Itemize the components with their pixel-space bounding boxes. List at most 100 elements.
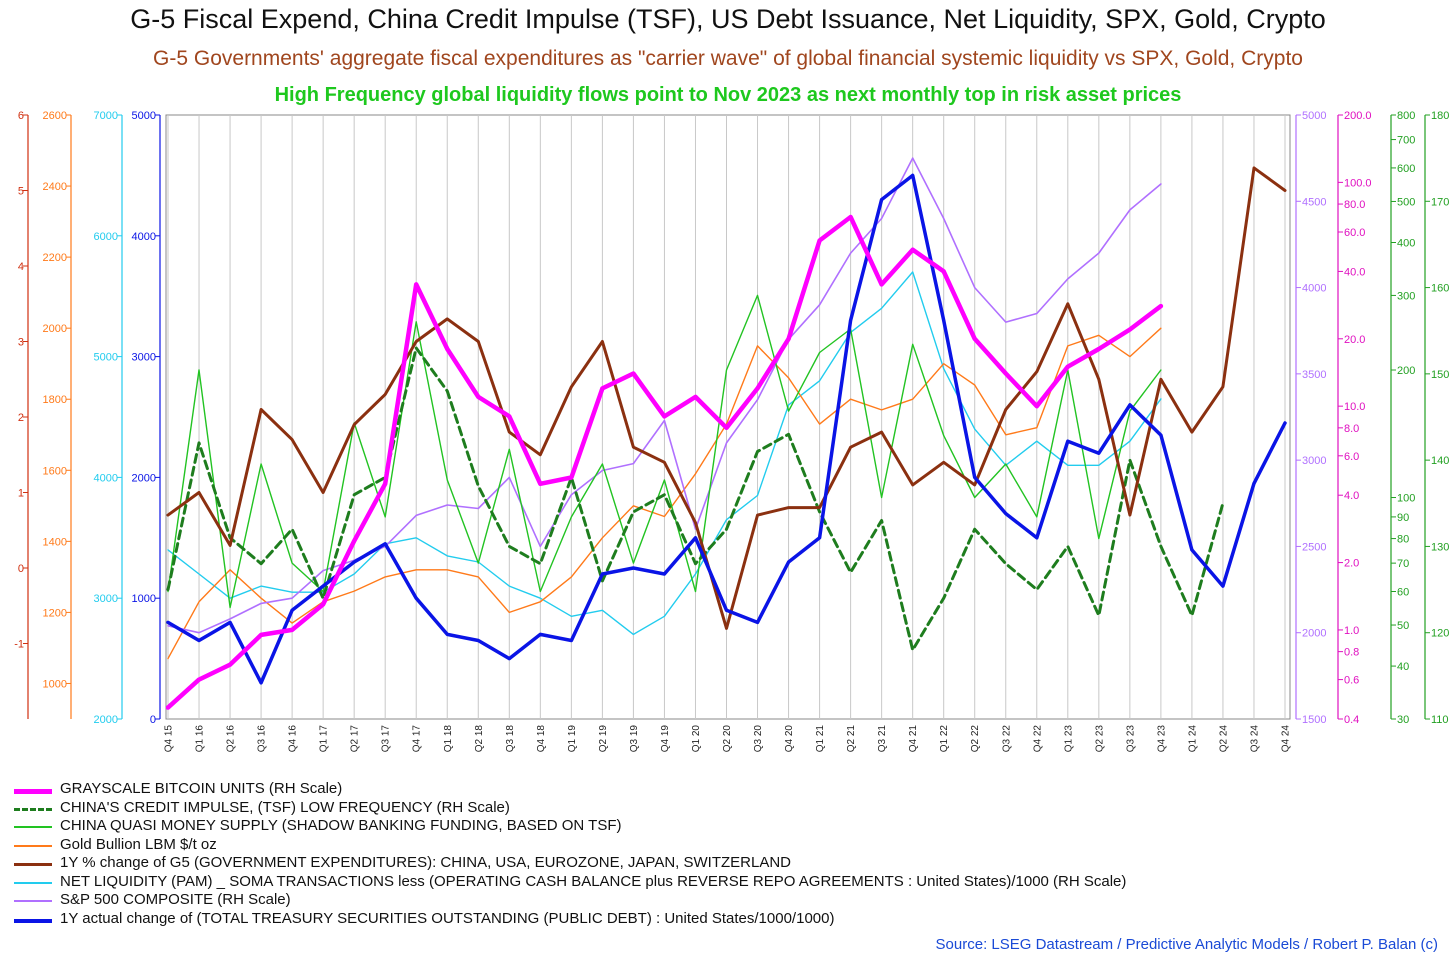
legend-swatch xyxy=(14,789,52,794)
axis-tick-label: 110 xyxy=(1431,714,1449,726)
axis-tick-label: 60.0 xyxy=(1344,227,1365,239)
x-tick-label: Q3 23 xyxy=(1125,725,1136,753)
x-tick-label: Q1 22 xyxy=(939,725,950,753)
legend-label: GRAYSCALE BITCOIN UNITS (RH Scale) xyxy=(60,780,343,797)
axis-tick-label: 2.0 xyxy=(1344,558,1359,570)
x-tick-label: Q4 19 xyxy=(660,725,671,753)
axis-tick-label: 300 xyxy=(1397,290,1415,302)
axis-tick-label: 4000 xyxy=(1302,283,1326,295)
x-tick-label: Q4 21 xyxy=(908,725,919,753)
axis-tick-label: 1200 xyxy=(43,607,67,619)
legend-label: 1Y actual change of (TOTAL TREASURY SECU… xyxy=(60,909,835,927)
axis-tick-label: 1800 xyxy=(43,394,67,406)
x-tick-label: Q2 16 xyxy=(226,725,237,753)
axis-tick-label: 2600 xyxy=(43,110,67,122)
axis-tick-label: 40.0 xyxy=(1344,266,1365,278)
axis-tick-label: 3000 xyxy=(94,593,118,605)
axis-tick-label: 1500 xyxy=(1302,714,1326,726)
axis-tick-label: 3000 xyxy=(132,352,156,364)
legend-label: Gold Bullion LBM $/t oz xyxy=(60,835,217,853)
x-tick-label: Q1 24 xyxy=(1187,725,1198,753)
axis-tick-label: 120 xyxy=(1431,628,1449,640)
axis-tick-label: 2400 xyxy=(43,181,67,193)
x-tick-label: Q2 21 xyxy=(846,725,857,753)
axis-tick-label: 1400 xyxy=(43,536,67,548)
axis-tick-label: 5000 xyxy=(132,110,156,122)
axis-tick-label: 60 xyxy=(1397,586,1409,598)
legend-swatch xyxy=(14,881,52,884)
axis-tick-label: 700 xyxy=(1397,135,1415,147)
chart-svg: Q4 15 Q1 16 Q2 16 Q3 16 Q4 16 Q1 17 Q2 17 Q3 17… xyxy=(14,110,1449,753)
legend-label: 1Y % change of G5 (GOVERNMENT EXPENDITUR… xyxy=(60,854,791,871)
axis-tick-label: 200.0 xyxy=(1344,110,1372,122)
axis-tick-label: 20.0 xyxy=(1344,334,1365,346)
axis-tick-label: 4 xyxy=(18,261,24,273)
x-tick-label: Q2 17 xyxy=(350,725,361,753)
axis-tick-label: 200 xyxy=(1397,365,1415,377)
axis-tick-label: 7000 xyxy=(94,110,118,122)
axis-tick-label: 130 xyxy=(1431,541,1449,553)
axis-tick-label: 1 xyxy=(18,488,24,500)
x-tick-label: Q2 23 xyxy=(1094,725,1105,753)
axis-tick-label: 500 xyxy=(1397,196,1415,208)
axis-tick-label: 4000 xyxy=(94,472,118,484)
axis-tick-label: 30 xyxy=(1397,714,1409,726)
axis-tick-label: 180 xyxy=(1431,110,1449,122)
x-tick-label: Q2 22 xyxy=(970,725,981,753)
legend-swatch xyxy=(14,826,52,828)
y-axis-bitcoin: 200.0 100.0 80.0 60.0 40.0 20.0 10.0 8.0 6.0 4.0 2… xyxy=(1337,110,1372,726)
axis-tick-label: 1600 xyxy=(43,465,67,477)
legend-label: CHINA'S CREDIT IMPULSE, (TSF) LOW FREQUE… xyxy=(60,798,510,816)
x-tick-label: Q3 17 xyxy=(381,725,392,753)
y-axis-treasury: 5000 4000 3000 2000 1000 0 xyxy=(132,110,161,726)
axis-tick-label: 2000 xyxy=(1302,628,1326,640)
y-axis-spx: 5000 4500 4000 3500 3000 2500 2000 1500 xyxy=(1295,110,1326,726)
axis-tick-label: 4.0 xyxy=(1344,490,1359,502)
series-line-credit_impulse xyxy=(166,346,1225,652)
x-tick-label: Q4 16 xyxy=(288,725,299,753)
x-tick-label: Q4 15 xyxy=(164,725,175,753)
series-line-bitcoin xyxy=(165,214,1164,710)
axis-tick-label: 6000 xyxy=(94,231,118,243)
axis-tick-label: 1000 xyxy=(132,593,156,605)
axis-tick-label: 3500 xyxy=(1302,369,1326,381)
axis-tick-label: 140 xyxy=(1431,455,1449,467)
x-tick-label: Q3 20 xyxy=(753,725,764,753)
axis-tick-label: 1000 xyxy=(43,678,67,690)
legend-label: NET LIQUIDITY (PAM) _ SOMA TRANSACTIONS … xyxy=(60,872,1127,890)
axis-tick-label: 0.4 xyxy=(1344,714,1359,726)
axis-tick-label: 2200 xyxy=(43,252,67,264)
x-tick-label: Q1 19 xyxy=(567,725,578,753)
axis-tick-label: 0.8 xyxy=(1344,647,1359,659)
x-tick-label: Q3 19 xyxy=(629,725,640,753)
x-tick-label: Q2 20 xyxy=(722,725,733,753)
axis-tick-label: 2000 xyxy=(132,472,156,484)
axis-tick-label: 50 xyxy=(1397,620,1409,632)
series-line-treasury xyxy=(166,173,1287,685)
chart-subtitle: G-5 Governments' aggregate fiscal expend… xyxy=(153,47,1303,70)
x-tick-label: Q4 24 xyxy=(1281,725,1292,753)
x-tick-label: Q3 21 xyxy=(877,725,888,753)
x-tick-label: Q3 22 xyxy=(1001,725,1012,753)
legend-swatch xyxy=(14,918,52,923)
legend-label: S&P 500 COMPOSITE (RH Scale) xyxy=(60,891,291,908)
x-tick-label: Q2 19 xyxy=(598,725,609,753)
axis-tick-label: 80 xyxy=(1397,534,1409,546)
axis-tick-label: 170 xyxy=(1431,196,1449,208)
axis-tick-label: 80.0 xyxy=(1344,199,1365,211)
axis-tick-label: 3000 xyxy=(1302,455,1326,467)
x-tick-label: Q1 18 xyxy=(443,725,454,753)
x-tick-label: Q1 17 xyxy=(319,725,330,753)
axis-tick-label: 4000 xyxy=(132,231,156,243)
y-axis-net_liquidity: 7000 6000 5000 4000 3000 2000 xyxy=(94,110,123,726)
y-axis-gold: 2600 2400 2200 2000 1800 1600 1400 1200 1000 xyxy=(43,110,72,719)
axis-tick-label: 0 xyxy=(150,714,156,726)
axis-tick-label: 40 xyxy=(1397,661,1409,673)
axis-tick-label: 5 xyxy=(18,186,24,198)
x-tick-label: Q1 16 xyxy=(195,725,206,753)
axis-tick-label: 2500 xyxy=(1302,541,1326,553)
chart-title: G-5 Fiscal Expend, China Credit Impulse … xyxy=(130,4,1326,34)
axis-tick-label: 100 xyxy=(1397,493,1415,505)
axis-tick-label: 3 xyxy=(18,337,24,349)
legend-swatch xyxy=(14,807,52,811)
